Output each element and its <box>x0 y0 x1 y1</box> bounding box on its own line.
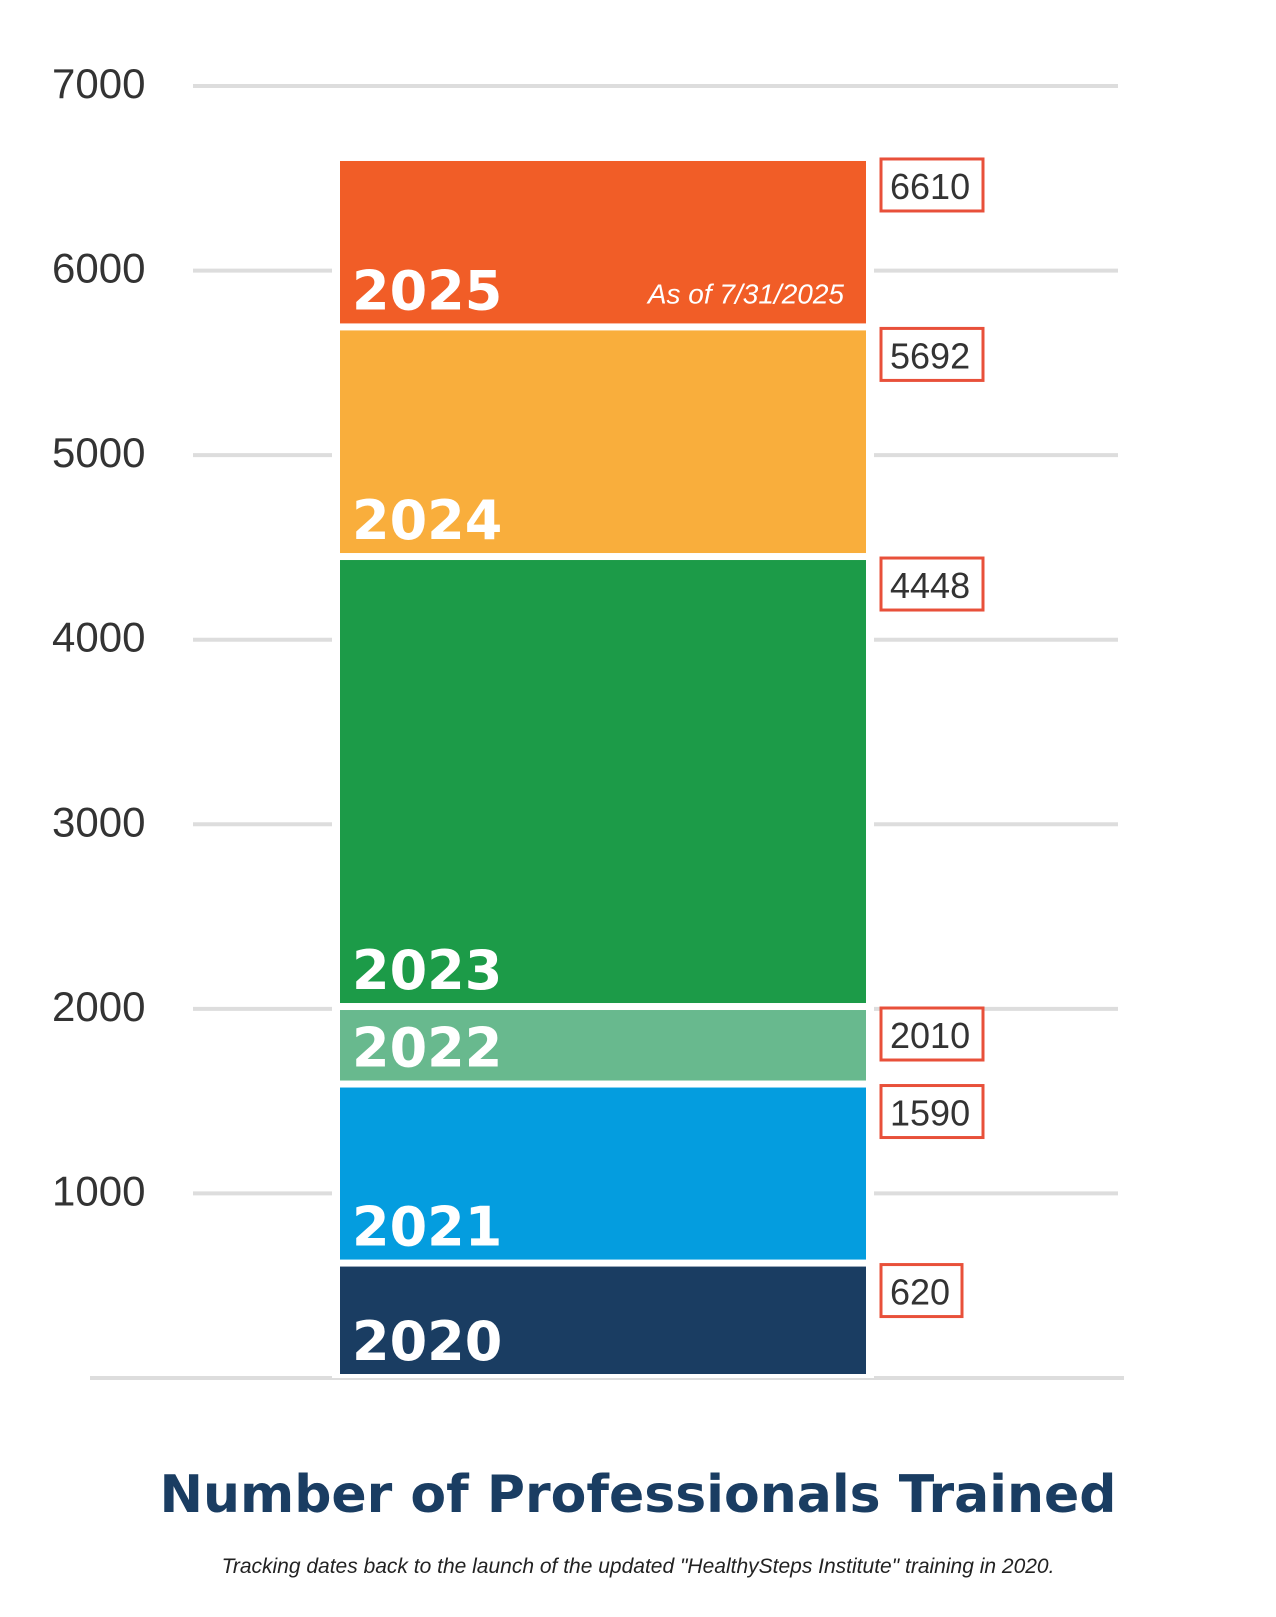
value-box-2021 <box>879 1084 985 1140</box>
y-tick-label: 3000 <box>52 798 145 845</box>
stacked-bar: 2020 2021 2022 2023 2024 2025 As of 7/31/2025 <box>332 149 874 1378</box>
value-box-2020 <box>879 1263 964 1319</box>
y-tick-label: 1000 <box>52 1167 145 1214</box>
y-tick-label: 5000 <box>52 429 145 476</box>
value-box-2022 <box>879 1006 985 1062</box>
value-box-2024 <box>879 326 985 382</box>
y-tick-label: 7000 <box>52 60 145 107</box>
value-box-2025 <box>879 157 985 213</box>
bar-segment-2021 <box>340 1087 866 1260</box>
value-box-2023 <box>879 556 985 612</box>
value-label-2024: 5692 <box>890 335 970 376</box>
year-label-2021: 2021 <box>352 1196 502 1259</box>
year-label-2022: 2022 <box>352 1017 502 1080</box>
value-label-2023: 4448 <box>890 565 970 606</box>
year-label-2020: 2020 <box>352 1310 502 1373</box>
bar-segment-2020 <box>340 1266 866 1374</box>
value-label-2020: 620 <box>890 1272 950 1313</box>
value-label-2021: 1590 <box>890 1093 970 1134</box>
y-axis-tick-labels: 1000 2000 3000 4000 5000 6000 7000 <box>52 60 145 1214</box>
y-tick-label: 2000 <box>52 983 145 1030</box>
year-label-2025: 2025 <box>352 259 502 322</box>
bar-segment-2024 <box>340 330 866 554</box>
value-labels: 620 1590 2010 4448 5692 6610 <box>879 157 985 1319</box>
value-label-2025: 6610 <box>890 166 970 207</box>
note-label: As of 7/31/2025 <box>646 278 845 309</box>
chart-title: Number of Professionals Trained <box>159 1465 1117 1525</box>
y-tick-label: 4000 <box>52 614 145 661</box>
value-label-2022: 2010 <box>890 1015 970 1056</box>
y-tick-label: 6000 <box>52 245 145 292</box>
bar-segment-2025 <box>340 160 866 324</box>
chart-subtitle: Tracking dates back to the launch of the… <box>221 1555 1055 1578</box>
bar-segment-2022 <box>340 1010 866 1081</box>
year-label-2024: 2024 <box>352 489 502 552</box>
year-label-2023: 2023 <box>352 939 502 1002</box>
bar-segment-2023 <box>340 560 866 1004</box>
